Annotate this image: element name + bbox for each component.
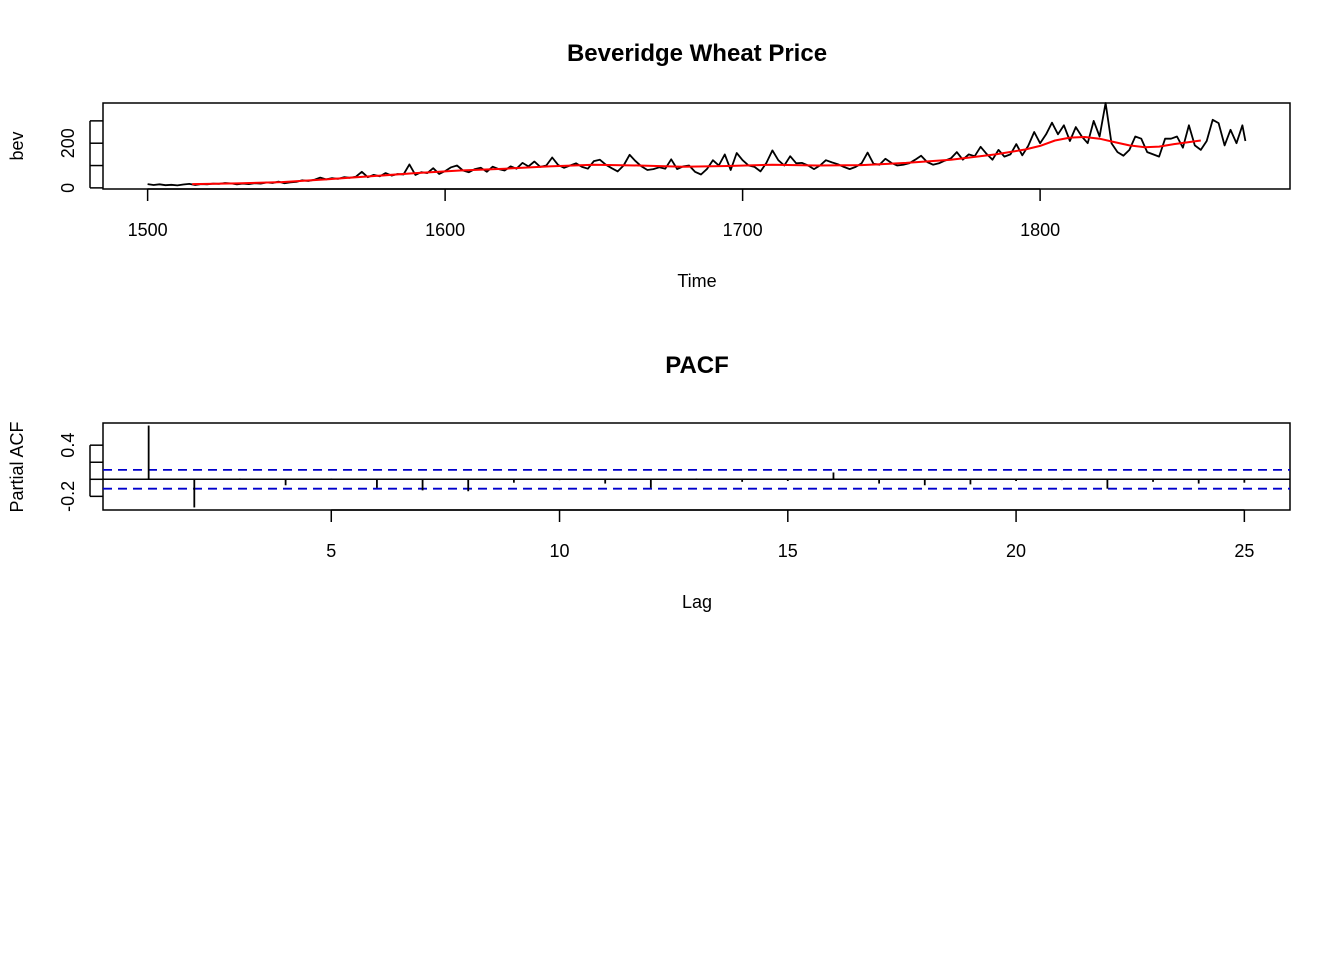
pacf-y-axis-label: Partial ACF (7, 421, 27, 512)
price-panel: Beveridge Wheat Price 1500 1600 1700 1800 0… (7, 40, 1291, 291)
pacf-x-tick-label: 25 (1234, 541, 1254, 561)
pacf-y-axis: -0.2 0.4 (58, 433, 103, 512)
price-y-axis-label: bev (7, 131, 27, 160)
price-x-tick-label: 1800 (1020, 220, 1060, 240)
price-chart-title: Beveridge Wheat Price (567, 40, 827, 67)
pacf-x-tick-label: 5 (326, 541, 336, 561)
pacf-x-axis: 5 10 15 20 25 (326, 509, 1254, 561)
price-plot-frame (102, 102, 1291, 190)
pacf-chart-title: PACF (665, 352, 729, 379)
pacf-y-tick-label: 0.4 (58, 433, 78, 458)
pacf-x-tick-label: 20 (1006, 541, 1026, 561)
pacf-marks-layer (103, 425, 1290, 508)
pacf-y-tick-label: -0.2 (58, 481, 78, 512)
price-observed-line (147, 102, 1247, 187)
price-y-tick-label: 0 (58, 183, 78, 193)
price-series-layer (147, 102, 1247, 187)
pacf-x-tick-label: 10 (550, 541, 570, 561)
pacf-panel: PACF 5 10 15 20 25 -0.2 0.4 Lag Partial ACF (7, 352, 1291, 612)
price-x-tick-label: 1600 (425, 220, 465, 240)
pacf-plot-frame (102, 422, 1291, 511)
pacf-x-axis-label: Lag (682, 592, 712, 612)
price-y-tick-label: 200 (58, 128, 78, 158)
pacf-x-tick-label: 15 (778, 541, 798, 561)
price-x-tick-label: 1700 (723, 220, 763, 240)
price-x-tick-label: 1500 (128, 220, 168, 240)
price-y-axis: 0 200 (58, 120, 103, 193)
price-smoothed-line (192, 136, 1201, 186)
price-x-axis: 1500 1600 1700 1800 (128, 188, 1060, 240)
price-x-axis-label: Time (677, 271, 716, 291)
